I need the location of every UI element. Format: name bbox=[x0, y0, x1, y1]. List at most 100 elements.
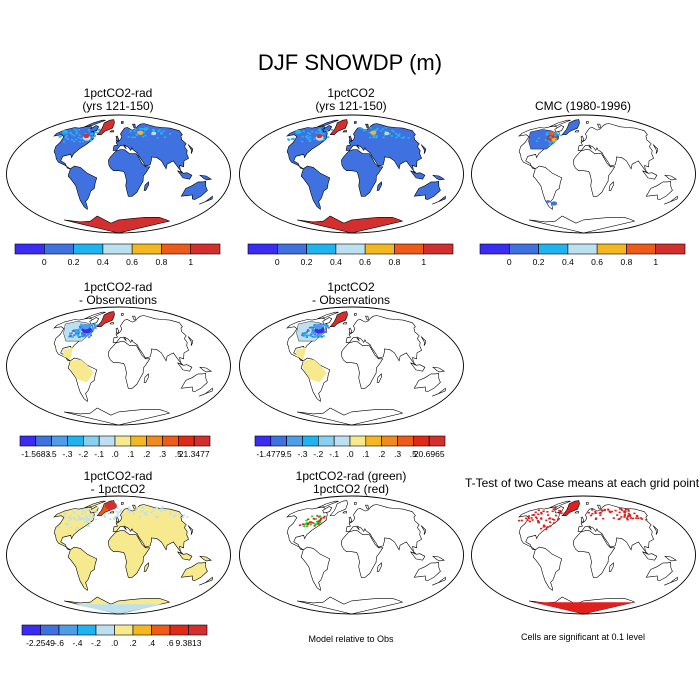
data-cell bbox=[116, 512, 119, 515]
continent-ngu bbox=[432, 174, 446, 181]
data-cell bbox=[316, 515, 319, 517]
data-cell bbox=[623, 516, 626, 518]
data-cell bbox=[79, 326, 82, 328]
data-cell bbox=[390, 135, 393, 137]
colorbar-swatch bbox=[190, 243, 221, 255]
colorbar-swatch bbox=[162, 435, 179, 447]
data-cell bbox=[612, 517, 615, 519]
data-cell bbox=[76, 331, 80, 333]
colorbar-panel-2: 0 0.2 0.4 0.6 0.8 1 bbox=[247, 243, 454, 267]
data-cell bbox=[65, 134, 69, 137]
data-cell bbox=[311, 515, 314, 518]
continent-australia bbox=[413, 180, 441, 200]
panel-title-line: (yrs 121-150) bbox=[82, 99, 154, 113]
panel-title-2: 1pctCO2 (yrs 121-150) bbox=[236, 87, 466, 113]
data-cell bbox=[132, 512, 135, 515]
data-cell bbox=[73, 134, 76, 137]
colorbar-swatch bbox=[333, 435, 351, 447]
data-cell bbox=[81, 140, 85, 143]
data-cell bbox=[77, 333, 80, 335]
colorbar-swatch bbox=[188, 624, 208, 636]
continent-greenland bbox=[329, 500, 348, 516]
data-cell bbox=[90, 139, 93, 142]
data-cell bbox=[73, 512, 76, 514]
data-cell bbox=[66, 138, 70, 140]
data-cell bbox=[525, 517, 528, 520]
data-cell bbox=[70, 332, 73, 334]
data-cell bbox=[95, 511, 98, 513]
data-cell bbox=[305, 135, 308, 138]
data-cell bbox=[555, 514, 558, 517]
continent-antarctica bbox=[297, 215, 404, 233]
continent-samerica bbox=[300, 546, 331, 592]
continent-arcticIs bbox=[549, 119, 571, 128]
colorbar-swatch bbox=[14, 243, 45, 255]
data-cell bbox=[311, 331, 314, 333]
data-cell bbox=[626, 518, 629, 521]
colorbar-swatch bbox=[247, 243, 278, 255]
data-cell bbox=[594, 511, 597, 513]
continent-madagascar bbox=[143, 562, 150, 572]
continent-arcticIs bbox=[317, 500, 339, 509]
colorbar-label: .5 bbox=[175, 449, 182, 459]
data-cell bbox=[317, 336, 320, 338]
colorbar-label: 0.2 bbox=[68, 257, 80, 267]
data-cell bbox=[65, 524, 69, 526]
data-cell bbox=[127, 509, 130, 511]
data-cell bbox=[58, 526, 61, 529]
data-cell bbox=[545, 519, 548, 522]
data-cell bbox=[552, 522, 556, 524]
data-cell bbox=[70, 526, 73, 529]
data-cell bbox=[91, 329, 94, 332]
data-cell bbox=[550, 141, 553, 143]
continent-japan bbox=[420, 144, 427, 154]
continent-australia bbox=[645, 561, 673, 581]
map-border bbox=[239, 495, 464, 615]
data-cell bbox=[113, 518, 116, 520]
data-cell bbox=[557, 518, 560, 520]
data-cell bbox=[63, 140, 66, 143]
data-cell bbox=[598, 512, 601, 514]
continent-nz bbox=[664, 195, 678, 205]
data-cell bbox=[152, 510, 155, 513]
continent-seasia bbox=[410, 551, 426, 561]
data-cell bbox=[395, 136, 398, 139]
data-cell bbox=[311, 521, 314, 524]
data-cell bbox=[154, 515, 157, 518]
continent-africa bbox=[341, 341, 384, 389]
colorbar-swatch bbox=[43, 243, 74, 255]
map-layer bbox=[53, 119, 213, 233]
data-cell bbox=[86, 334, 90, 336]
data-cell bbox=[607, 509, 610, 511]
data-cell bbox=[142, 131, 145, 134]
data-cell bbox=[143, 128, 146, 130]
continent-antarctica bbox=[297, 596, 404, 614]
data-cell bbox=[146, 510, 149, 513]
colorbar-panel-6: -2.2549 -.6 -.4 -.2 .0 .2 .4 .6 9.3813 bbox=[21, 624, 208, 648]
colorbar-label: 0.4 bbox=[330, 257, 342, 267]
data-cell bbox=[318, 334, 322, 337]
continent-uk bbox=[115, 327, 120, 334]
data-cell bbox=[150, 511, 153, 514]
caption-ttest: Cells are significant at 0.1 level bbox=[520, 632, 646, 642]
continent-nz bbox=[432, 576, 446, 586]
data-cell bbox=[628, 514, 631, 516]
data-cell bbox=[319, 519, 322, 521]
continent-iceland bbox=[109, 511, 115, 514]
data-cell bbox=[65, 523, 68, 525]
data-cell bbox=[160, 132, 163, 135]
data-cell bbox=[141, 128, 144, 130]
data-cell bbox=[81, 510, 84, 512]
data-cell bbox=[80, 509, 83, 511]
data-cell bbox=[306, 525, 309, 527]
data-cell bbox=[134, 128, 137, 131]
colorbar-label: .2 bbox=[378, 449, 385, 459]
data-cell bbox=[160, 508, 163, 510]
continent-novaya bbox=[597, 504, 601, 510]
data-cell bbox=[73, 517, 76, 520]
data-cell bbox=[77, 136, 80, 139]
data-cell bbox=[530, 517, 533, 519]
data-cell bbox=[320, 336, 323, 338]
colorbar-label: .6 bbox=[166, 638, 173, 648]
data-cell bbox=[618, 518, 621, 520]
